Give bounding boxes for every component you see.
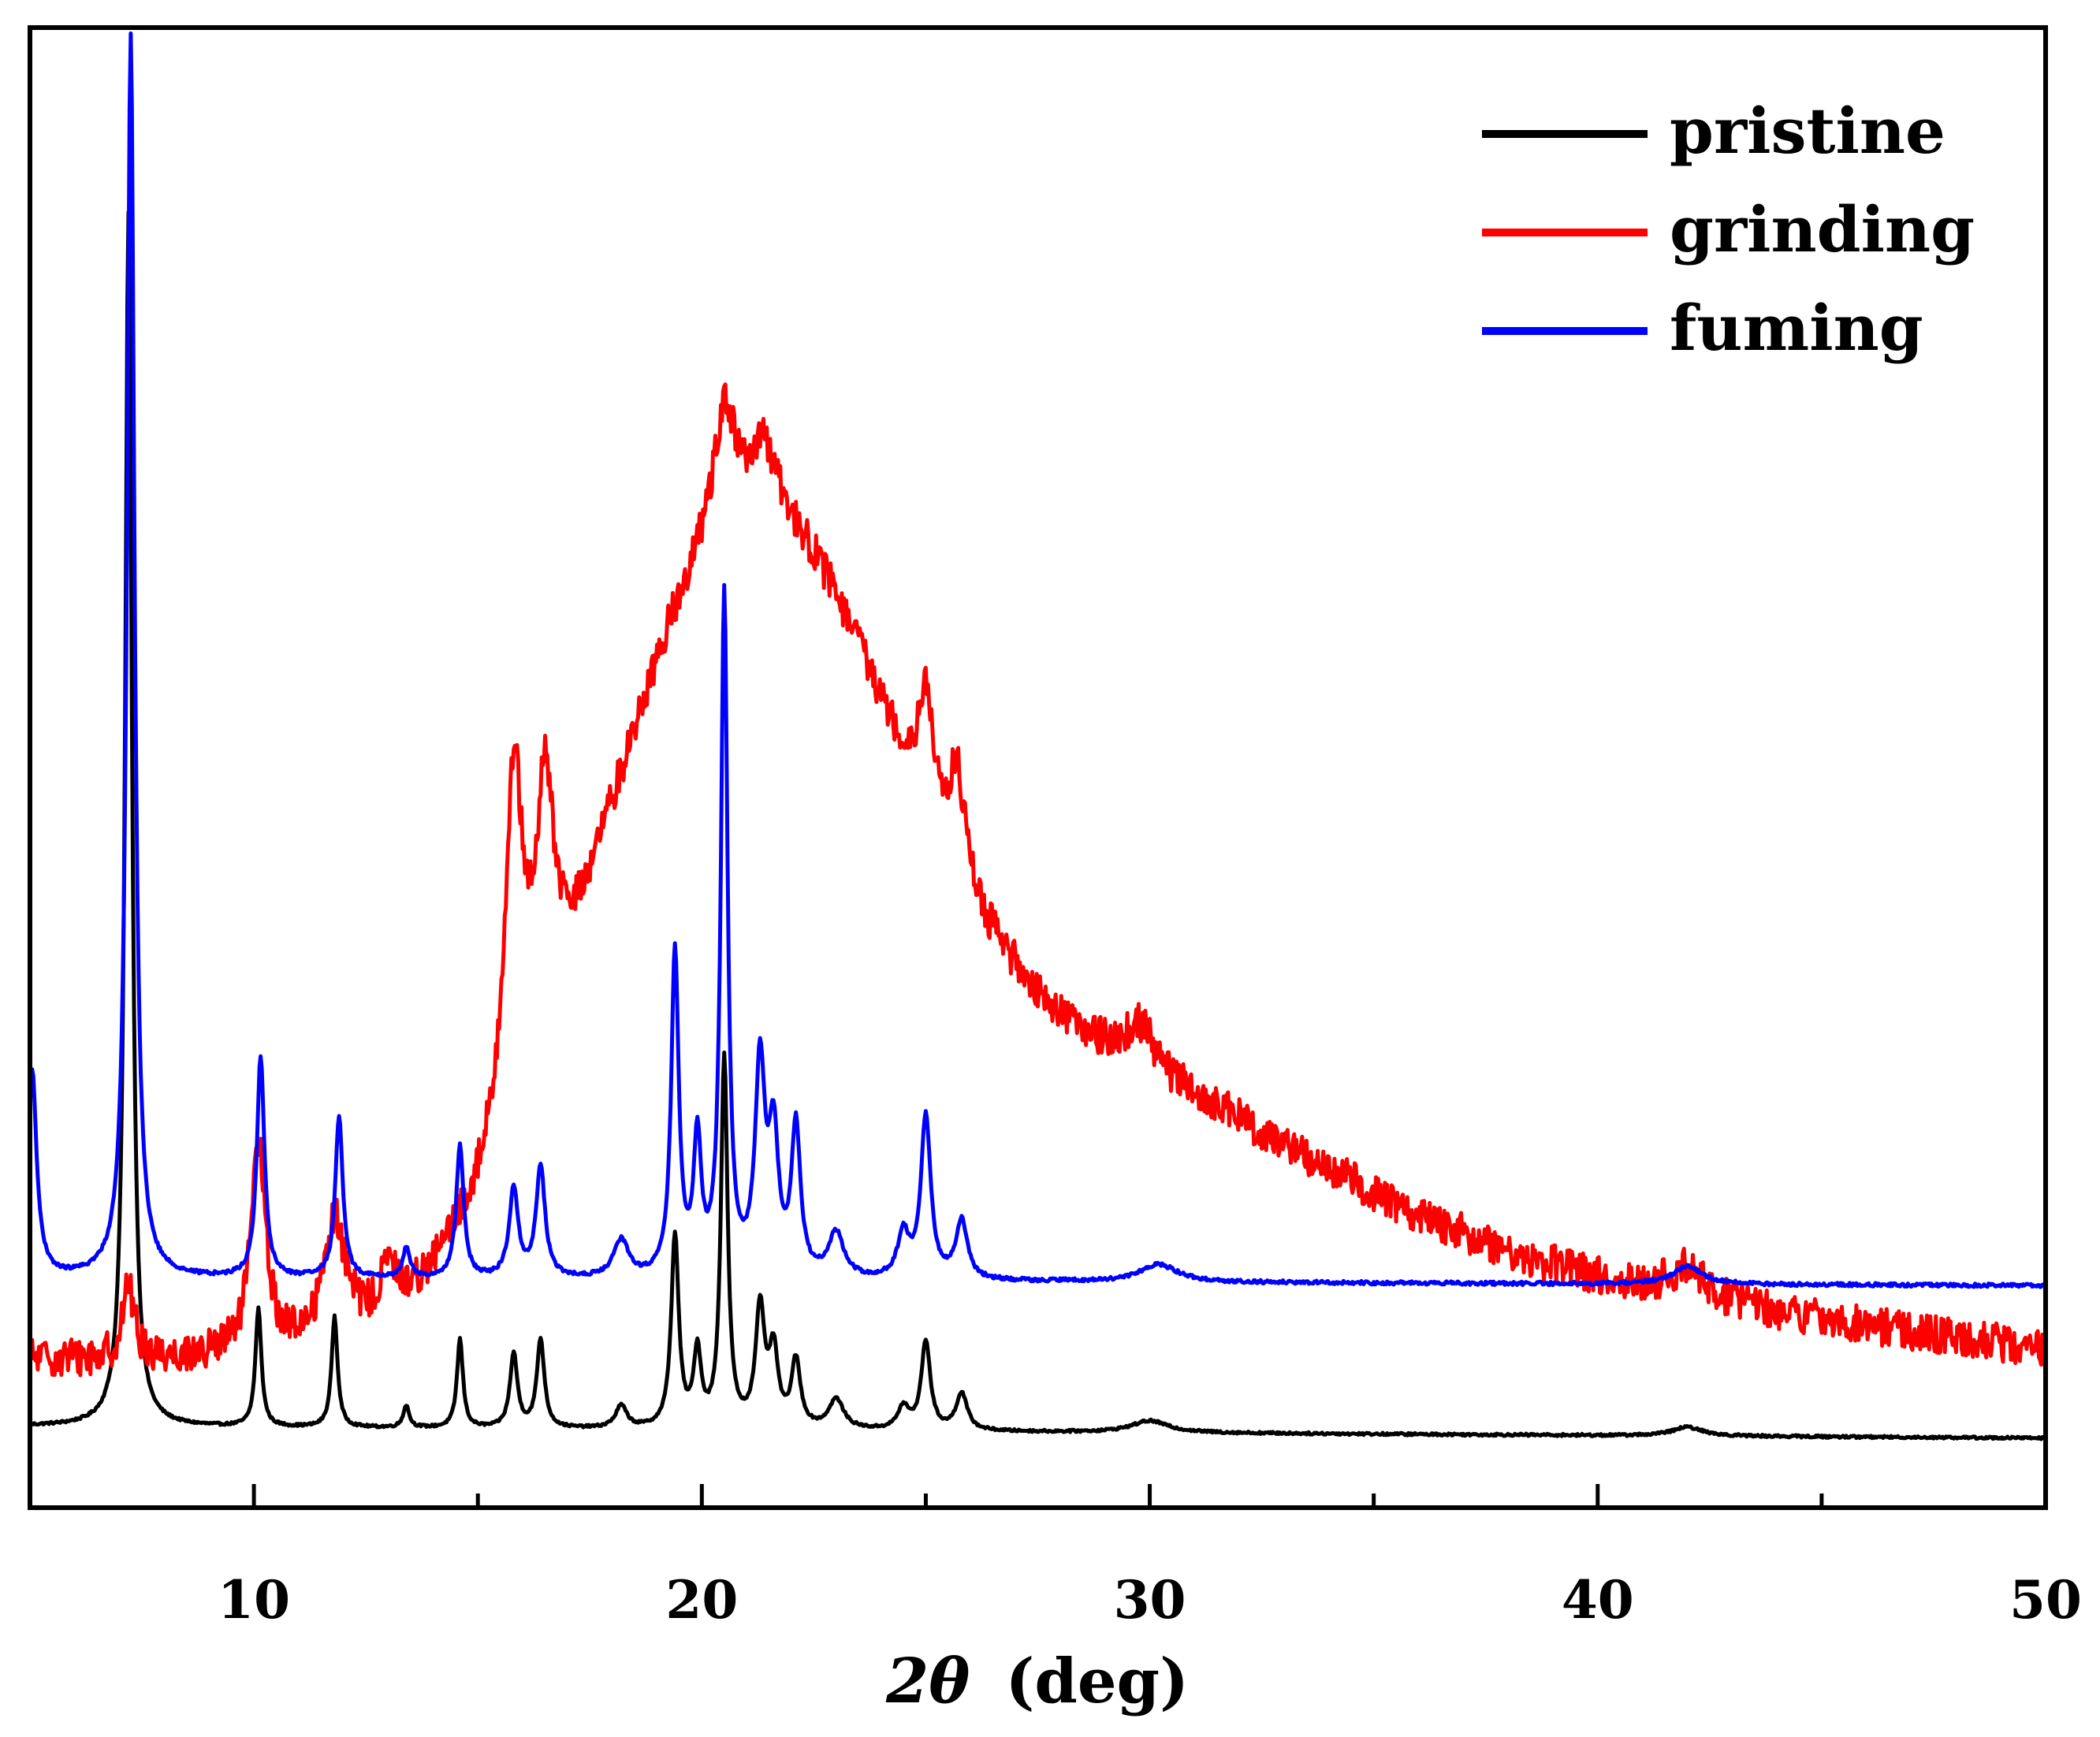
series-line-pristine <box>28 210 2047 1441</box>
plot-frame <box>28 25 2048 1510</box>
x-axis-title: 2θ (deg) <box>885 1646 1189 1717</box>
x-axis-title-symbol: 2θ <box>885 1646 970 1717</box>
series-line-fuming <box>28 31 2047 1289</box>
x-axis-title-unit: (deg) <box>1005 1646 1189 1717</box>
legend-label-fuming: fuming <box>1670 291 1923 365</box>
x-tick-label-40: 40 <box>1562 1569 1634 1631</box>
x-tick-label-30: 30 <box>1114 1569 1186 1631</box>
series-layer <box>28 31 2048 1441</box>
legend: pristine grinding fuming <box>1482 94 1975 365</box>
legend-label-grinding: grinding <box>1670 192 1975 266</box>
series-line-grinding <box>28 382 2048 1378</box>
x-tick-label-10: 10 <box>218 1569 290 1631</box>
x-axis-ticks <box>28 1484 2048 1508</box>
x-tick-label-50: 50 <box>2009 1569 2082 1631</box>
x-axis-tick-labels: 10 20 30 40 50 <box>218 1569 2082 1631</box>
legend-label-pristine: pristine <box>1670 94 1945 168</box>
x-tick-label-20: 20 <box>665 1569 738 1631</box>
